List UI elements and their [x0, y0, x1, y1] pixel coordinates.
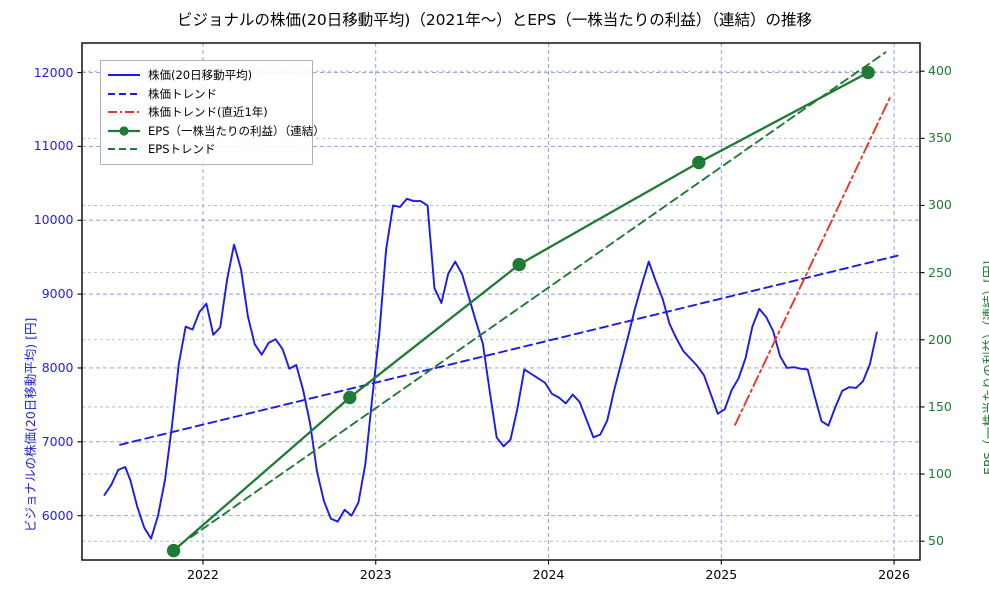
- legend-label: EPS（一株当たりの利益）（連結）: [148, 123, 325, 138]
- legend-swatch-dashdot: [108, 111, 140, 114]
- axis-ticks: [77, 70, 925, 565]
- legend-item[interactable]: EPS（一株当たりの利益）（連結）: [107, 122, 325, 141]
- legend-swatch-solid: [108, 74, 140, 77]
- series-line-2: [734, 95, 892, 426]
- legend-label: EPSトレンド: [148, 142, 216, 157]
- y-tick-label-left: 11000: [33, 138, 74, 154]
- y-tick-label-right: 100: [928, 466, 952, 482]
- x-tick-label: 2025: [705, 567, 738, 582]
- y-tick-label-right: 400: [928, 63, 952, 79]
- y-tick-label-right: 350: [928, 130, 952, 146]
- chart-legend: 株価(20日移動平均) 株価トレンド株価トレンド(直近1年) EPS（一株当たりの利…: [100, 60, 325, 165]
- data-series: [103, 51, 899, 558]
- y-axis-label-left: ビジョナルの株価(20日移動平均) [円]: [23, 317, 38, 532]
- chart-title: ビジョナルの株価(20日移動平均)（2021年〜）とEPS（一株当たりの利益）（…: [177, 11, 812, 29]
- y-tick-label-left: 10000: [33, 212, 74, 228]
- y-tick-label-left: 9000: [41, 286, 74, 302]
- series-line-4: [189, 51, 887, 539]
- x-tick-label: 2024: [532, 567, 565, 582]
- y-tick-label-right: 50: [928, 533, 944, 549]
- y-tick-label-left: 7000: [41, 433, 74, 449]
- legend-item[interactable]: EPSトレンド: [107, 140, 306, 159]
- x-tick-label: 2022: [187, 567, 219, 582]
- series-line-1: [119, 254, 899, 446]
- legend-item[interactable]: 株価(20日移動平均): [107, 66, 306, 85]
- legend-label: 株価トレンド(直近1年): [148, 105, 268, 120]
- series-marker: [166, 543, 181, 558]
- y-tick-label-left: 8000: [41, 359, 74, 375]
- legend-swatch-dashed: [108, 92, 140, 95]
- series-line-0: [103, 197, 878, 540]
- series-marker: [512, 257, 526, 272]
- y-tick-label-left: 12000: [33, 64, 74, 80]
- legend-label: 株価(20日移動平均): [148, 68, 253, 83]
- series-marker: [692, 155, 706, 170]
- x-tick-label: 2023: [359, 567, 392, 582]
- y-tick-label-right: 250: [928, 264, 952, 280]
- y-tick-label-right: 150: [928, 398, 952, 414]
- legend-item[interactable]: 株価トレンド: [107, 85, 306, 104]
- series-marker: [343, 390, 357, 405]
- legend-label: 株価トレンド: [148, 86, 217, 101]
- series-marker: [861, 65, 875, 80]
- legend-item[interactable]: 株価トレンド(直近1年): [107, 103, 306, 122]
- y-tick-label-right: 200: [928, 331, 952, 347]
- legend-swatch-dashed: [108, 148, 140, 151]
- plot-frame: [81, 42, 921, 561]
- y-tick-label-right: 300: [928, 197, 952, 213]
- legend-swatch-solid: [108, 126, 140, 136]
- x-tick-label: 2026: [878, 567, 910, 582]
- y-tick-label-left: 6000: [41, 507, 74, 523]
- y-axis-label-right: EPS（一株当たりの利益）（連結）[円]: [981, 260, 989, 475]
